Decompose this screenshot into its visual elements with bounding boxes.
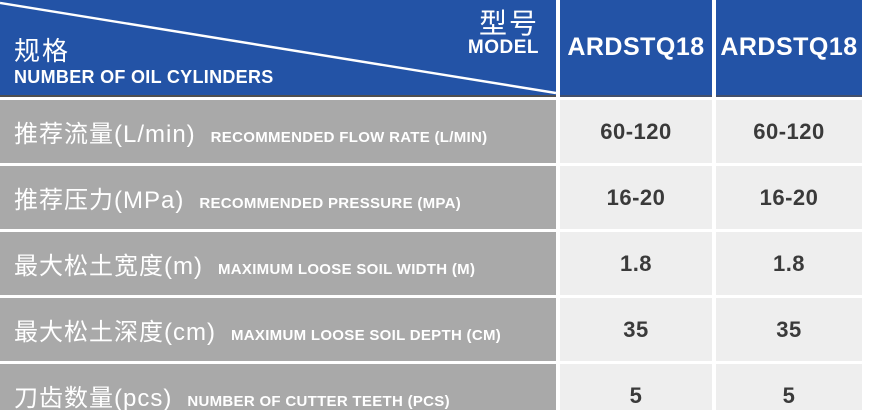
parameter-label-cell: 推荐压力(MPa) RECOMMENDED PRESSURE (MPA) xyxy=(0,166,556,229)
table-header-row: 型号 MODEL 规格 NUMBER OF OIL CYLINDERS ARDS… xyxy=(0,0,869,97)
table-row: 推荐流量(L/min) RECOMMENDED FLOW RATE (L/MIN… xyxy=(0,100,869,163)
parameter-label-en: MAXIMUM LOOSE SOIL DEPTH (CM) xyxy=(230,327,502,344)
parameter-label: 最大松土宽度(m) MAXIMUM LOOSE SOIL WIDTH (M) xyxy=(14,246,475,281)
parameter-label-zh: 刀齿数量(pcs) xyxy=(14,385,173,410)
spec-axis-label: 规格 NUMBER OF OIL CYLINDERS xyxy=(14,37,274,88)
parameter-label: 刀齿数量(pcs) NUMBER OF CUTTER TEETH (PCS) xyxy=(14,378,450,410)
spec-axis-label-zh: 规格 xyxy=(14,36,71,67)
parameter-label-en: MAXIMUM LOOSE SOIL WIDTH (M) xyxy=(217,261,476,278)
table-row: 最大松土宽度(m) MAXIMUM LOOSE SOIL WIDTH (M) 1… xyxy=(0,232,869,295)
model-axis-label-zh: 型号 xyxy=(478,8,539,39)
parameter-label-zh: 推荐流量(L/min) xyxy=(14,121,196,148)
model-axis-label: 型号 MODEL xyxy=(468,9,539,58)
table-row: 推荐压力(MPa) RECOMMENDED PRESSURE (MPA) 16-… xyxy=(0,166,869,229)
parameter-label-cell: 最大松土宽度(m) MAXIMUM LOOSE SOIL WIDTH (M) xyxy=(0,232,556,295)
model-header-cell-1: ARDSTQ18 xyxy=(560,0,712,97)
parameter-label-cell: 推荐流量(L/min) RECOMMENDED FLOW RATE (L/MIN… xyxy=(0,100,556,163)
value-cell-model-1: 16-20 xyxy=(560,166,712,229)
model-header-cell-2: ARDSTQ18 xyxy=(716,0,862,97)
parameter-label-cell: 最大松土深度(cm) MAXIMUM LOOSE SOIL DEPTH (CM) xyxy=(0,298,556,361)
parameter-label: 推荐流量(L/min) RECOMMENDED FLOW RATE (L/MIN… xyxy=(14,114,487,149)
value-cell-model-2: 35 xyxy=(716,298,862,361)
value-cell-model-2: 16-20 xyxy=(716,166,862,229)
table-row: 最大松土深度(cm) MAXIMUM LOOSE SOIL DEPTH (CM)… xyxy=(0,298,869,361)
parameter-label-en: RECOMMENDED FLOW RATE (L/MIN) xyxy=(210,129,488,146)
value-cell-model-2: 5 xyxy=(716,364,862,410)
parameter-label-cell: 刀齿数量(pcs) NUMBER OF CUTTER TEETH (PCS) xyxy=(0,364,556,410)
diagonal-header-cell: 型号 MODEL 规格 NUMBER OF OIL CYLINDERS xyxy=(0,0,556,97)
value-cell-model-1: 1.8 xyxy=(560,232,712,295)
model-axis-label-en: MODEL xyxy=(467,37,539,59)
value-cell-model-1: 60-120 xyxy=(560,100,712,163)
parameter-label-zh: 最大松土宽度(m) xyxy=(14,253,203,280)
diagonal-divider-line xyxy=(0,1,556,95)
parameter-label-en: NUMBER OF CUTTER TEETH (PCS) xyxy=(187,393,450,410)
table-row: 刀齿数量(pcs) NUMBER OF CUTTER TEETH (PCS) 5… xyxy=(0,364,869,410)
parameter-label: 推荐压力(MPa) RECOMMENDED PRESSURE (MPA) xyxy=(14,180,461,215)
spec-axis-label-en: NUMBER OF OIL CYLINDERS xyxy=(14,67,274,88)
parameter-label-zh: 最大松土深度(cm) xyxy=(14,319,216,346)
parameter-label: 最大松土深度(cm) MAXIMUM LOOSE SOIL DEPTH (CM) xyxy=(14,312,501,347)
value-cell-model-1: 5 xyxy=(560,364,712,410)
parameter-label-en: RECOMMENDED PRESSURE (MPA) xyxy=(199,195,462,212)
value-cell-model-1: 35 xyxy=(560,298,712,361)
parameter-label-zh: 推荐压力(MPa) xyxy=(14,187,185,214)
value-cell-model-2: 60-120 xyxy=(716,100,862,163)
value-cell-model-2: 1.8 xyxy=(716,232,862,295)
